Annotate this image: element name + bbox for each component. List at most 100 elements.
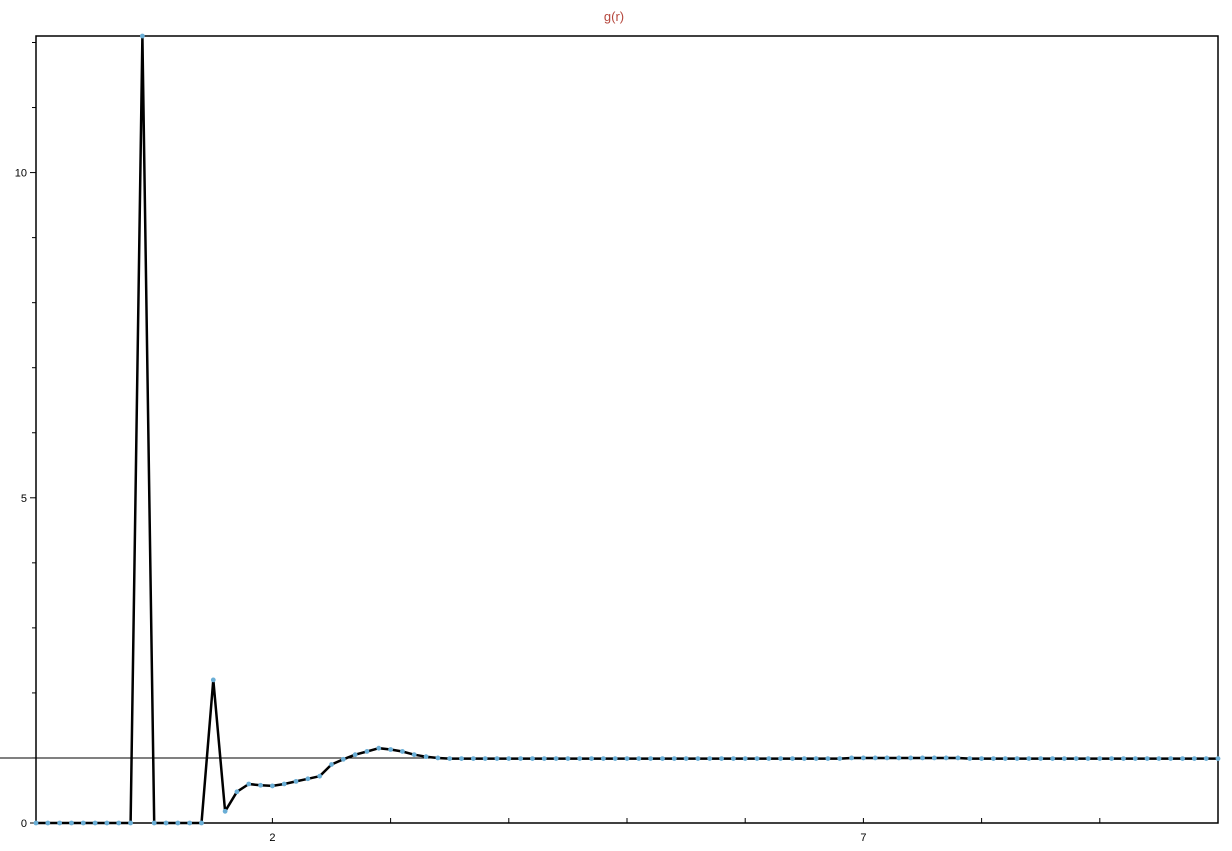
data-point	[210, 677, 216, 683]
data-point	[707, 756, 713, 762]
data-point	[270, 783, 275, 789]
data-point	[742, 756, 748, 762]
data-point	[1109, 756, 1115, 762]
data-point	[1085, 756, 1091, 762]
data-point	[896, 755, 902, 761]
data-point	[518, 756, 524, 762]
data-point	[1180, 756, 1185, 762]
data-point	[494, 756, 500, 762]
data-point	[506, 756, 512, 762]
data-point	[1061, 756, 1067, 762]
data-point	[1191, 756, 1197, 762]
data-point	[801, 756, 807, 762]
data-point	[222, 808, 228, 814]
data-point	[69, 820, 74, 826]
y-tick-label: 0	[21, 818, 27, 830]
data-point	[1168, 756, 1174, 762]
data-point	[388, 747, 393, 752]
data-point	[1132, 756, 1138, 762]
data-point	[175, 820, 181, 826]
data-point	[577, 756, 583, 762]
data-point	[695, 756, 701, 762]
data-point	[624, 756, 630, 762]
data-point	[778, 756, 784, 762]
data-point	[730, 756, 736, 762]
data-point	[234, 789, 240, 795]
data-point	[258, 782, 263, 788]
data-point	[955, 755, 961, 761]
x-tick-label: 2	[269, 832, 275, 844]
data-point	[317, 773, 323, 779]
data-point	[376, 745, 382, 751]
data-point	[530, 756, 535, 762]
series-markers	[33, 33, 1221, 826]
data-point	[553, 756, 559, 762]
data-point	[1050, 756, 1055, 762]
plot-frame	[35, 35, 1219, 824]
data-point	[246, 781, 252, 787]
data-point	[872, 755, 878, 761]
data-point	[199, 820, 204, 826]
data-point	[364, 749, 370, 754]
data-point	[1156, 756, 1162, 762]
data-point	[861, 755, 866, 761]
data-point	[33, 820, 39, 826]
y-axis: 0 5 10	[15, 42, 36, 830]
data-point	[1026, 756, 1032, 762]
data-point	[813, 756, 819, 762]
data-point	[1014, 756, 1020, 762]
y-tick-label: 5	[21, 493, 27, 505]
data-point	[435, 755, 441, 761]
data-point	[979, 756, 984, 762]
data-point	[565, 756, 571, 762]
data-point	[1097, 756, 1103, 762]
data-point	[128, 820, 133, 826]
series-line	[36, 34, 1218, 825]
data-point	[825, 756, 831, 762]
data-point	[447, 756, 453, 762]
data-point	[967, 756, 973, 762]
data-point	[943, 755, 949, 761]
data-point	[884, 755, 890, 761]
data-point	[340, 756, 346, 762]
data-point	[589, 756, 594, 762]
data-point	[1002, 756, 1008, 762]
data-point	[411, 752, 417, 758]
data-point	[648, 756, 654, 762]
data-point	[719, 756, 724, 762]
data-point	[1073, 756, 1079, 762]
data-point	[45, 820, 51, 826]
data-point	[163, 820, 169, 826]
data-point	[541, 756, 547, 762]
data-point	[293, 778, 299, 784]
data-point	[766, 756, 772, 762]
data-point	[600, 756, 606, 762]
data-point	[104, 820, 110, 826]
data-point	[931, 755, 937, 761]
data-point	[187, 820, 193, 826]
data-point	[671, 756, 677, 762]
y-tick-label: 10	[15, 168, 27, 180]
data-point	[1121, 756, 1126, 762]
data-point	[612, 756, 618, 762]
data-point	[920, 755, 925, 761]
data-point	[1203, 756, 1209, 762]
data-point	[80, 820, 86, 826]
data-point	[1038, 756, 1044, 762]
chart-title: g(r)	[604, 9, 624, 24]
data-point	[400, 749, 405, 754]
data-point	[281, 781, 287, 787]
data-point	[482, 756, 488, 762]
data-point	[459, 756, 464, 762]
data-point	[305, 776, 311, 782]
data-point	[849, 755, 854, 761]
data-point	[908, 755, 914, 761]
data-point	[683, 756, 689, 762]
x-tick-label: 7	[860, 832, 866, 844]
data-point	[636, 756, 642, 762]
data-point	[991, 756, 996, 762]
data-point	[92, 820, 98, 826]
data-point	[151, 820, 157, 826]
